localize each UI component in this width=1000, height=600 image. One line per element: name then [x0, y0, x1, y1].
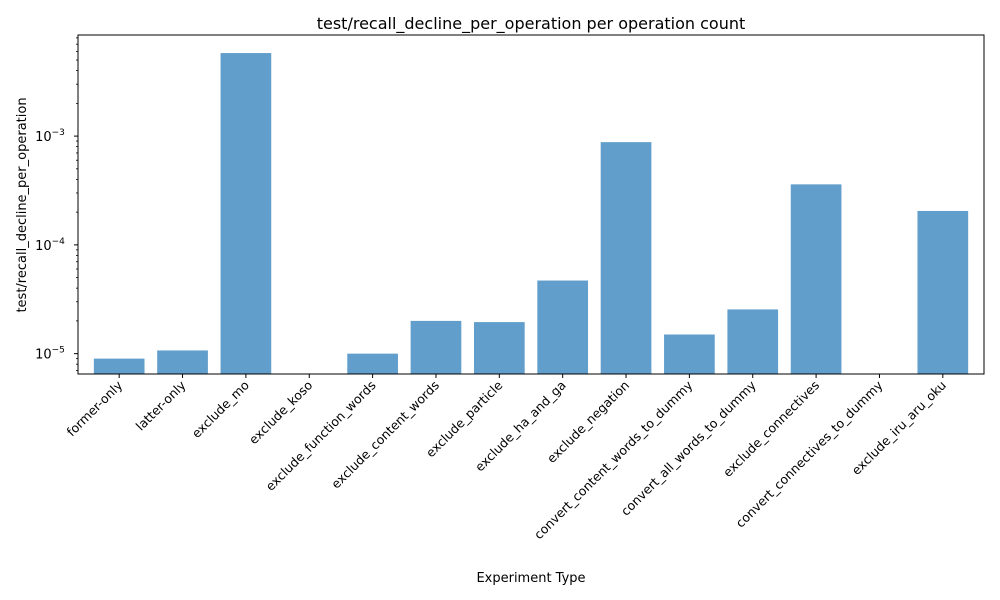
chart-title: test/recall_decline_per_operation per op… — [317, 14, 746, 34]
y-axis-label: test/recall_decline_per_operation — [15, 97, 30, 312]
bars-group — [93, 53, 969, 375]
plot-frame — [77, 34, 985, 375]
y-tick-label: 10−3 — [35, 128, 65, 145]
bar-exclude_iru_aru_oku — [917, 210, 969, 374]
y-tick-label: 10−5 — [35, 346, 65, 363]
bar-exclude_particle — [473, 322, 525, 374]
y-tick-label: 10−4 — [35, 237, 65, 254]
bar-latter-only — [157, 350, 208, 374]
x-axis-label: Experiment Type — [476, 571, 585, 586]
bar-former-only — [93, 358, 145, 374]
bar-exclude_function_words — [347, 353, 398, 374]
bar-convert_content_words_to_dummy — [664, 334, 715, 374]
bar-exclude_ha_and_ga — [537, 280, 589, 374]
bar-exclude_mo — [220, 53, 272, 375]
bar-exclude_connectives — [790, 184, 842, 374]
bar-exclude_negation — [600, 142, 652, 374]
bar-convert_all_words_to_dummy — [727, 309, 779, 374]
y-axis: 10−5 10−4 10−3 — [35, 37, 78, 371]
bar-exclude_content_words — [410, 320, 462, 374]
